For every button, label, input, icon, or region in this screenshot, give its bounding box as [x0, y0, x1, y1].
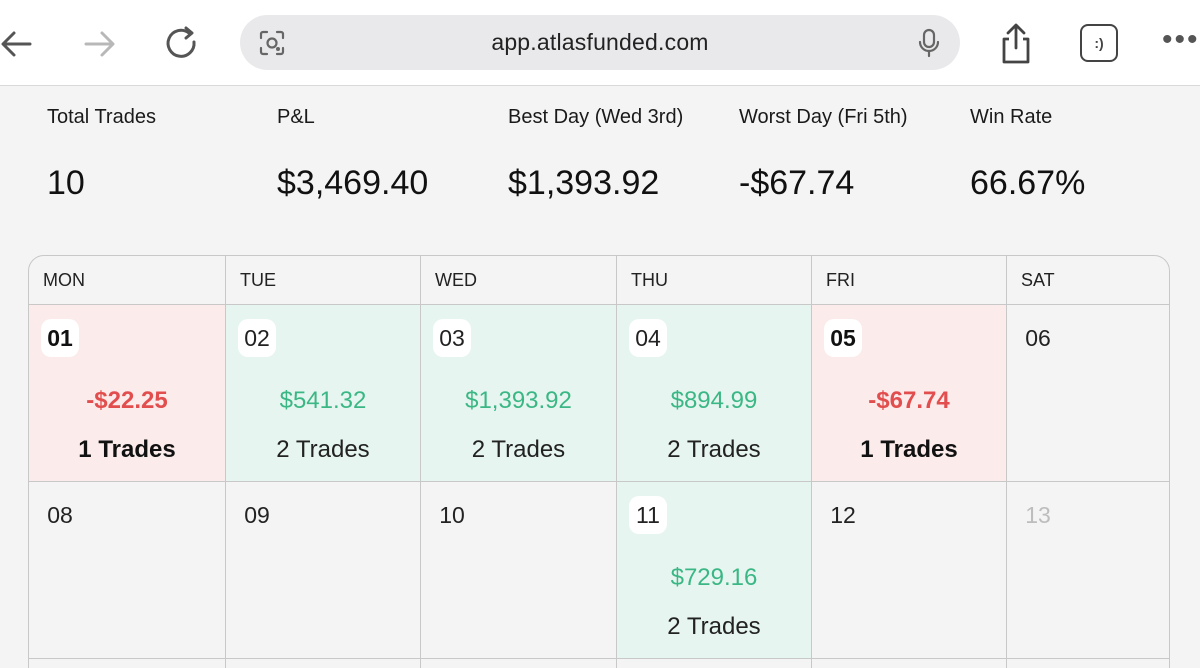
day-number: 02 — [238, 319, 276, 357]
stat-total-trades: Total Trades 10 — [47, 106, 267, 203]
arrow-right-icon — [84, 31, 115, 57]
camera-search-icon[interactable] — [257, 28, 287, 58]
tabs-button[interactable]: :) — [1080, 24, 1118, 62]
day-pnl: -$22.25 — [86, 387, 168, 414]
day-number: 03 — [433, 319, 471, 357]
calendar-day-cell[interactable]: 09 — [226, 482, 421, 659]
calendar-day-cell[interactable]: 01 -$22.25 1 Trades — [29, 305, 226, 482]
stat-value: $1,393.92 — [508, 164, 660, 202]
day-pnl: $541.32 — [279, 387, 367, 414]
weekday-thu: THU — [617, 256, 812, 305]
trading-calendar: MON TUE WED THU FRI SAT 01 -$22.25 1 Tra… — [28, 255, 1170, 668]
day-number: 01 — [41, 319, 79, 357]
address-bar[interactable]: app.atlasfunded.com — [240, 15, 960, 70]
calendar-day-cell[interactable] — [812, 659, 1007, 668]
stat-label: Best Day (Wed 3rd) — [508, 106, 684, 128]
calendar-day-cell[interactable]: 13 — [1007, 482, 1169, 659]
weekday-fri: FRI — [812, 256, 1007, 305]
day-number: 05 — [824, 319, 862, 357]
calendar-day-cell[interactable]: 03 $1,393.92 2 Trades — [421, 305, 617, 482]
microphone-icon[interactable] — [916, 27, 942, 59]
browser-toolbar: app.atlasfunded.com :) ••• — [0, 0, 1200, 86]
stat-best-day: Best Day (Wed 3rd) $1,393.92 — [508, 106, 728, 203]
weekday-tue: TUE — [226, 256, 421, 305]
stat-win-rate: Win Rate 66.67% — [970, 106, 1190, 203]
stat-label: P&L — [277, 106, 315, 128]
day-number: 09 — [244, 501, 270, 528]
calendar-day-cell[interactable]: 05 -$67.74 1 Trades — [812, 305, 1007, 482]
calendar-day-cell[interactable]: 10 — [421, 482, 617, 659]
day-number: 06 — [1025, 324, 1051, 351]
day-trade-count: 1 Trades — [860, 436, 958, 463]
weekday-header: MON TUE WED THU FRI SAT — [29, 256, 1169, 305]
more-menu-icon[interactable]: ••• — [1162, 23, 1200, 56]
day-trade-count: 2 Trades — [667, 613, 761, 640]
day-number: 13 — [1025, 501, 1051, 528]
day-number: 04 — [629, 319, 667, 357]
calendar-day-cell[interactable] — [421, 659, 617, 668]
forward-button[interactable] — [78, 22, 122, 66]
url-text[interactable]: app.atlasfunded.com — [491, 29, 709, 55]
calendar-day-cell[interactable] — [29, 659, 226, 668]
stat-label: Total Trades — [47, 106, 156, 128]
stat-label: Worst Day (Fri 5th) — [739, 106, 908, 128]
stat-label: Win Rate — [970, 106, 1053, 128]
stat-worst-day: Worst Day (Fri 5th) -$67.74 — [739, 106, 959, 203]
stat-value: 66.67% — [970, 164, 1086, 202]
day-pnl: -$67.74 — [868, 387, 950, 414]
stat-value: -$67.74 — [739, 164, 855, 202]
day-number: 10 — [439, 501, 465, 528]
stat-value: $3,469.40 — [277, 164, 429, 202]
reload-button[interactable] — [160, 22, 204, 66]
calendar-day-cell[interactable]: 11 $729.16 2 Trades — [617, 482, 812, 659]
back-button[interactable] — [0, 22, 38, 66]
stat-value: 10 — [47, 164, 85, 202]
calendar-day-cell[interactable]: 06 — [1007, 305, 1169, 482]
day-pnl: $894.99 — [670, 387, 758, 414]
day-number: 08 — [47, 501, 73, 528]
day-number: 11 — [629, 496, 667, 534]
day-trade-count: 2 Trades — [667, 436, 761, 463]
reload-icon — [166, 26, 196, 58]
weekday-sat: SAT — [1021, 270, 1055, 290]
calendar-day-cell[interactable]: 04 $894.99 2 Trades — [617, 305, 812, 482]
calendar-day-cell[interactable] — [226, 659, 421, 668]
calendar-day-cell[interactable] — [617, 659, 812, 668]
day-trade-count: 2 Trades — [276, 436, 370, 463]
arrow-left-icon — [1, 31, 32, 57]
calendar-day-cell[interactable]: 08 — [29, 482, 226, 659]
day-trade-count: 1 Trades — [78, 436, 176, 463]
day-trade-count: 2 Trades — [471, 436, 566, 463]
day-pnl: $729.16 — [670, 564, 758, 591]
day-pnl: $1,393.92 — [465, 387, 572, 414]
day-number: 12 — [830, 501, 856, 528]
calendar-day-cell[interactable] — [1007, 659, 1169, 668]
stat-pnl: P&L $3,469.40 — [277, 106, 497, 203]
calendar-day-cell[interactable]: 12 — [812, 482, 1007, 659]
share-icon[interactable] — [996, 22, 1036, 66]
weekday-wed: WED — [421, 256, 617, 305]
calendar-day-cell[interactable]: 02 $541.32 2 Trades — [226, 305, 421, 482]
weekday-mon: MON — [29, 256, 226, 305]
